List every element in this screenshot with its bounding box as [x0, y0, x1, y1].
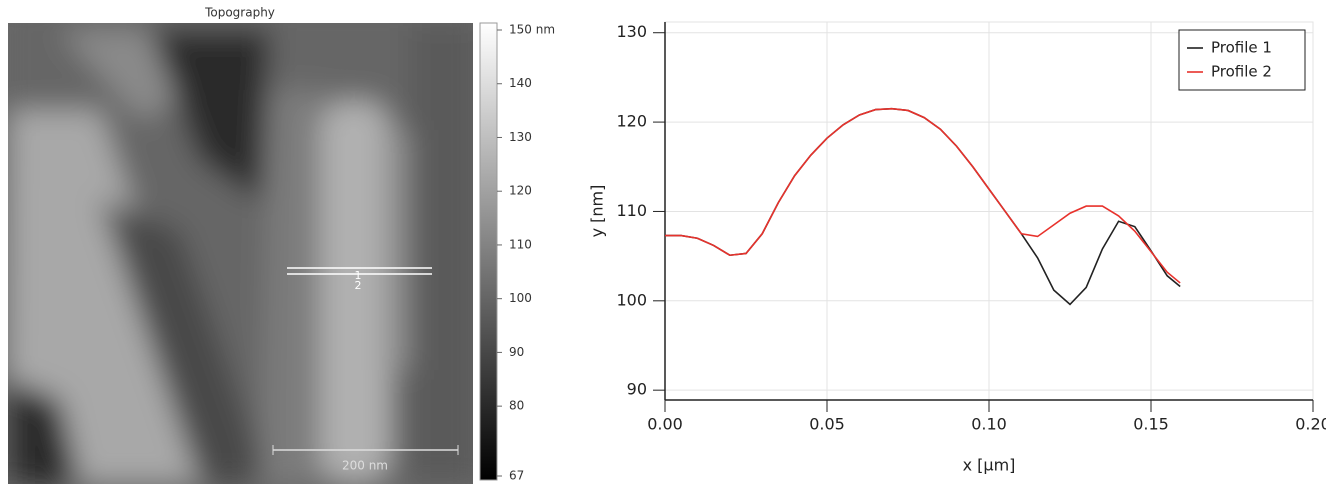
- y-axis-label: y [nm]: [588, 185, 607, 238]
- y-tick-label: 110: [616, 201, 647, 220]
- colorbar-label: 130: [509, 130, 532, 144]
- y-tick-label: 100: [616, 290, 647, 309]
- legend-box: [1178, 29, 1306, 91]
- data-line: [665, 107, 1181, 284]
- x-tick-label: 0.00: [647, 415, 683, 434]
- y-tick-label: 130: [616, 22, 647, 41]
- colorbar-label: 110: [509, 237, 532, 251]
- colorbar-label: 90: [509, 345, 524, 359]
- x-tick-label: 0.10: [971, 415, 1007, 434]
- x-tick-label: 0.20: [1295, 415, 1326, 434]
- y-tick-label: 120: [616, 112, 647, 131]
- colorbar-label: 120: [509, 184, 532, 198]
- line-label: 2: [355, 279, 362, 292]
- colorbar-label: 140: [509, 76, 532, 90]
- topography-image: [8, 23, 473, 484]
- legend-label: Profile 2: [1211, 63, 1272, 81]
- x-tick-label: 0.05: [809, 415, 845, 434]
- y-tick-label: 90: [627, 380, 647, 399]
- x-axis-label: x [µm]: [963, 456, 1016, 475]
- colorbar-label: 80: [509, 399, 524, 413]
- x-tick-label: 0.15: [1133, 415, 1169, 434]
- colorbar-label: 150 nm: [509, 23, 555, 37]
- colorbar-label: 100: [509, 291, 532, 305]
- colorbar-label: 67: [509, 469, 524, 483]
- legend-label: Profile 1: [1211, 39, 1272, 57]
- image-title: Topography: [204, 6, 275, 20]
- line-label: 1: [355, 269, 362, 282]
- colorbar: [479, 22, 498, 481]
- scale-bar-label: 200 nm: [342, 459, 388, 473]
